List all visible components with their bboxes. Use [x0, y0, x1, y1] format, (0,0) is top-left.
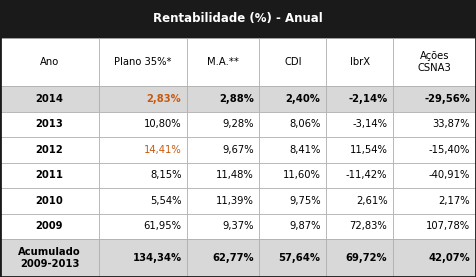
- Text: 33,87%: 33,87%: [433, 119, 470, 129]
- Bar: [0, 188, 99, 214]
- Text: 2,40%: 2,40%: [286, 94, 320, 104]
- Text: 8,41%: 8,41%: [289, 145, 320, 155]
- Bar: [187, 163, 259, 188]
- Text: 5,54%: 5,54%: [150, 196, 181, 206]
- Bar: [99, 163, 187, 188]
- Bar: [393, 163, 476, 188]
- Text: 9,28%: 9,28%: [222, 119, 254, 129]
- Bar: [326, 188, 393, 214]
- Text: CDI: CDI: [284, 57, 302, 67]
- Bar: [326, 112, 393, 137]
- Bar: [0, 239, 99, 277]
- Text: Acumulado
2009-2013: Acumulado 2009-2013: [18, 247, 81, 269]
- Text: -2,14%: -2,14%: [348, 94, 387, 104]
- Bar: [259, 188, 326, 214]
- Bar: [259, 86, 326, 112]
- Bar: [393, 112, 476, 137]
- Bar: [393, 188, 476, 214]
- Text: 8,06%: 8,06%: [289, 119, 320, 129]
- Text: 9,87%: 9,87%: [289, 221, 320, 232]
- Text: 61,95%: 61,95%: [143, 221, 181, 232]
- Bar: [187, 137, 259, 163]
- Bar: [187, 38, 259, 86]
- Text: 2010: 2010: [36, 196, 63, 206]
- Text: 10,80%: 10,80%: [144, 119, 181, 129]
- Text: 11,48%: 11,48%: [216, 170, 254, 180]
- Bar: [393, 214, 476, 239]
- Bar: [0, 137, 99, 163]
- Bar: [259, 137, 326, 163]
- Bar: [0, 214, 99, 239]
- Bar: [187, 239, 259, 277]
- Text: M.A.**: M.A.**: [208, 57, 239, 67]
- Bar: [187, 86, 259, 112]
- Text: 8,15%: 8,15%: [150, 170, 181, 180]
- Bar: [393, 38, 476, 86]
- Text: 72,83%: 72,83%: [350, 221, 387, 232]
- Bar: [259, 214, 326, 239]
- Bar: [99, 137, 187, 163]
- Text: Ano: Ano: [40, 57, 59, 67]
- Bar: [326, 163, 393, 188]
- Text: 2,17%: 2,17%: [439, 196, 470, 206]
- Text: 134,34%: 134,34%: [132, 253, 181, 263]
- Bar: [259, 163, 326, 188]
- Text: 2011: 2011: [36, 170, 63, 180]
- Bar: [393, 86, 476, 112]
- Bar: [259, 239, 326, 277]
- Text: 11,54%: 11,54%: [349, 145, 387, 155]
- Text: 9,75%: 9,75%: [289, 196, 320, 206]
- Text: 9,67%: 9,67%: [222, 145, 254, 155]
- Bar: [393, 239, 476, 277]
- Bar: [0, 86, 99, 112]
- Text: 2009: 2009: [36, 221, 63, 232]
- Text: 9,37%: 9,37%: [222, 221, 254, 232]
- Bar: [326, 239, 393, 277]
- Text: -40,91%: -40,91%: [429, 170, 470, 180]
- Bar: [99, 38, 187, 86]
- Text: 62,77%: 62,77%: [212, 253, 254, 263]
- Bar: [0, 0, 476, 38]
- Bar: [326, 137, 393, 163]
- Text: -11,42%: -11,42%: [346, 170, 387, 180]
- Text: 14,41%: 14,41%: [144, 145, 181, 155]
- Bar: [326, 38, 393, 86]
- Text: 57,64%: 57,64%: [278, 253, 320, 263]
- Bar: [326, 86, 393, 112]
- Text: IbrX: IbrX: [349, 57, 370, 67]
- Bar: [259, 112, 326, 137]
- Text: Plano 35%*: Plano 35%*: [114, 57, 172, 67]
- Bar: [99, 112, 187, 137]
- Bar: [393, 137, 476, 163]
- Bar: [0, 163, 99, 188]
- Text: 2014: 2014: [36, 94, 63, 104]
- Text: 2,88%: 2,88%: [219, 94, 254, 104]
- Bar: [326, 214, 393, 239]
- Bar: [0, 112, 99, 137]
- Text: 11,39%: 11,39%: [216, 196, 254, 206]
- Text: 2012: 2012: [36, 145, 63, 155]
- Text: 2,61%: 2,61%: [356, 196, 387, 206]
- Bar: [99, 86, 187, 112]
- Text: 69,72%: 69,72%: [346, 253, 387, 263]
- Bar: [187, 214, 259, 239]
- Text: Rentabilidade (%) - Anual: Rentabilidade (%) - Anual: [153, 12, 323, 25]
- Text: -3,14%: -3,14%: [352, 119, 387, 129]
- Text: 107,78%: 107,78%: [426, 221, 470, 232]
- Text: 2,83%: 2,83%: [147, 94, 181, 104]
- Bar: [99, 239, 187, 277]
- Bar: [187, 112, 259, 137]
- Bar: [187, 188, 259, 214]
- Bar: [0, 38, 99, 86]
- Text: -29,56%: -29,56%: [425, 94, 470, 104]
- Bar: [259, 38, 326, 86]
- Text: -15,40%: -15,40%: [429, 145, 470, 155]
- Text: 2013: 2013: [36, 119, 63, 129]
- Text: 42,07%: 42,07%: [428, 253, 470, 263]
- Text: Ações
CSNA3: Ações CSNA3: [417, 51, 451, 73]
- Text: 11,60%: 11,60%: [283, 170, 320, 180]
- Bar: [99, 188, 187, 214]
- Bar: [99, 214, 187, 239]
